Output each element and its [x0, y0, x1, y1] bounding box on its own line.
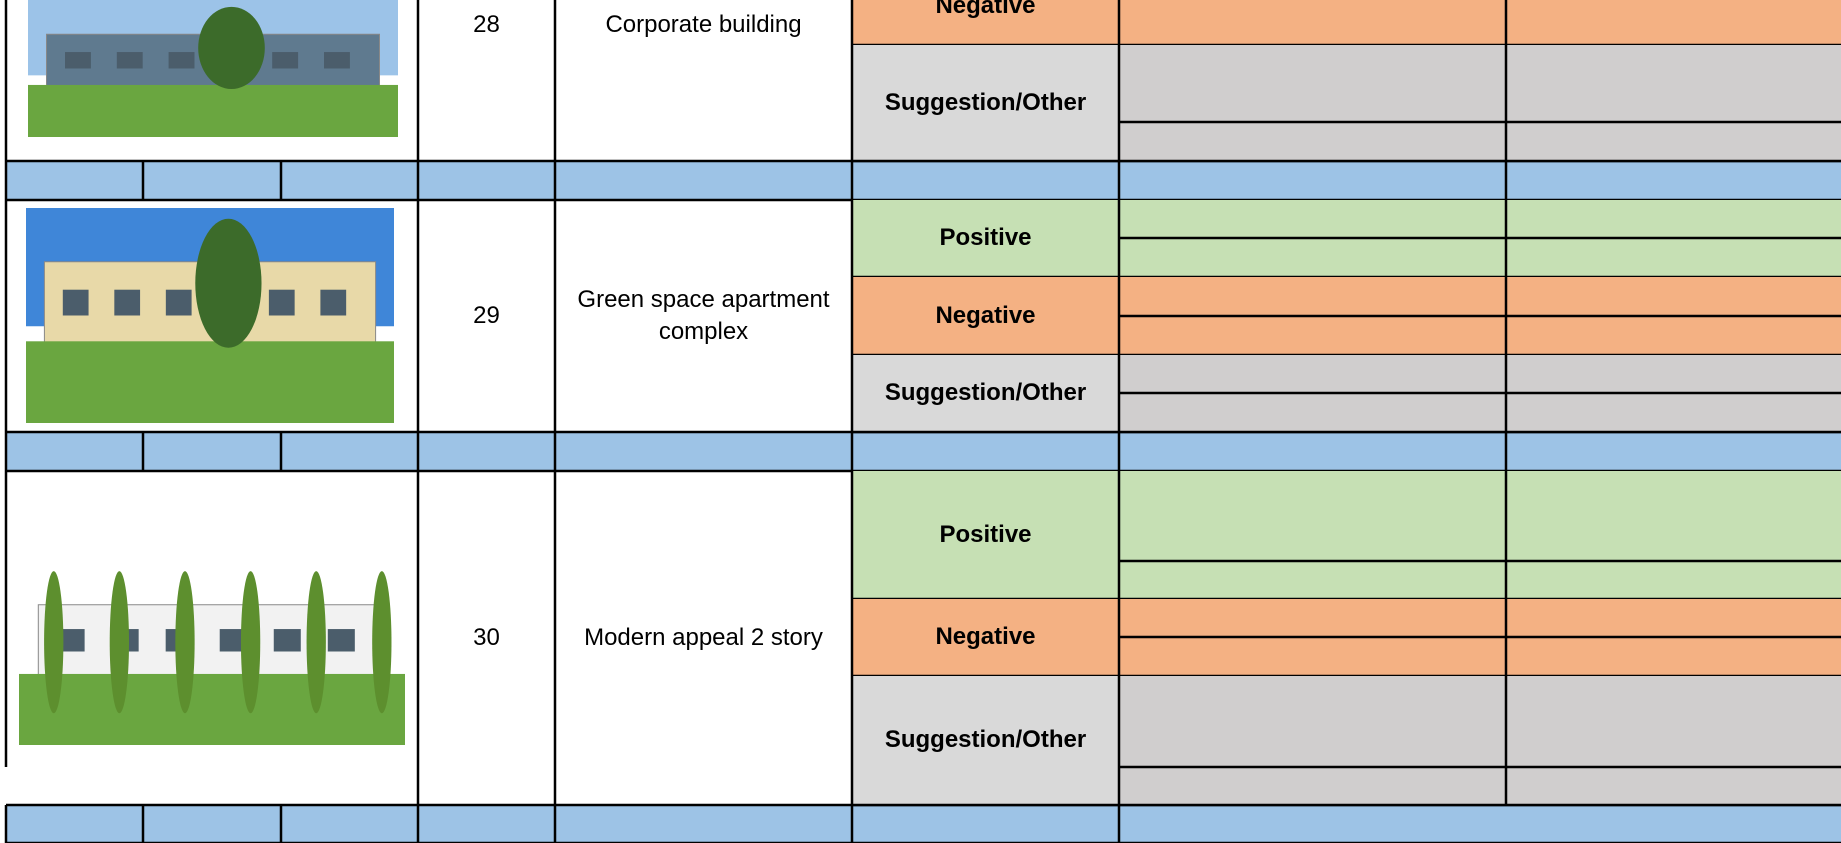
photo-tree: [44, 571, 64, 714]
photo-tree: [372, 571, 392, 714]
row-number: 29: [473, 301, 500, 329]
response-label: Positive: [939, 224, 1032, 252]
response-cell: [1119, 45, 1841, 161]
response-label: Suggestion/Other: [884, 379, 1087, 407]
response-label: Negative: [935, 301, 1036, 329]
photo-tree: [109, 571, 130, 714]
photo-tree: [240, 571, 261, 714]
response-label-bg: [852, 45, 1119, 161]
response-label-bg: [852, 676, 1119, 805]
separator-row: [6, 432, 1841, 471]
photo-tree: [306, 571, 326, 714]
response-label-bg: [852, 599, 1119, 676]
response-label: Suggestion/Other: [884, 726, 1087, 754]
photo-window: [320, 289, 347, 316]
photo: [26, 208, 394, 423]
response-label-bg: [852, 200, 1119, 277]
photo-window: [324, 52, 350, 69]
photo-window: [165, 289, 192, 316]
response-label-bg: [852, 471, 1119, 599]
row-number: 28: [473, 10, 500, 38]
response-label: Suggestion/Other: [884, 88, 1087, 116]
response-label-bg: [852, 0, 1119, 45]
photo-tree: [198, 6, 265, 90]
response-label-bg: [852, 277, 1119, 355]
photo-window: [114, 289, 141, 316]
photo-window: [57, 629, 85, 652]
response-label: Negative: [935, 623, 1036, 651]
photo-grass: [28, 84, 398, 137]
photo-window: [62, 289, 89, 316]
photo-window: [116, 52, 143, 69]
response-label: Positive: [939, 520, 1032, 548]
row-number: 30: [473, 623, 500, 651]
photo: [28, 0, 398, 137]
row-description: Corporate building: [605, 10, 802, 38]
response-cell: [1119, 0, 1841, 45]
photo-window: [65, 52, 91, 69]
photo: [19, 558, 405, 745]
photo-grass: [26, 341, 394, 423]
response-cell: [1119, 471, 1841, 599]
response-cell: [1119, 676, 1841, 805]
photo-tree: [175, 571, 195, 714]
photo-window: [268, 289, 295, 316]
photo-window: [272, 52, 299, 69]
separator-row: [6, 161, 1841, 200]
photo-tree: [195, 218, 262, 348]
photo-grass: [19, 673, 405, 745]
separator-row: [6, 805, 1841, 843]
photo-window: [273, 629, 301, 652]
photo-window: [327, 629, 355, 652]
row-description: Modern appeal 2 story: [584, 623, 823, 651]
row-description: Green space apartment complex: [577, 285, 830, 345]
response-label-bg: [852, 355, 1119, 432]
response-label: Negative: [935, 0, 1036, 19]
photo-window: [168, 52, 195, 69]
photo-window: [219, 629, 247, 652]
